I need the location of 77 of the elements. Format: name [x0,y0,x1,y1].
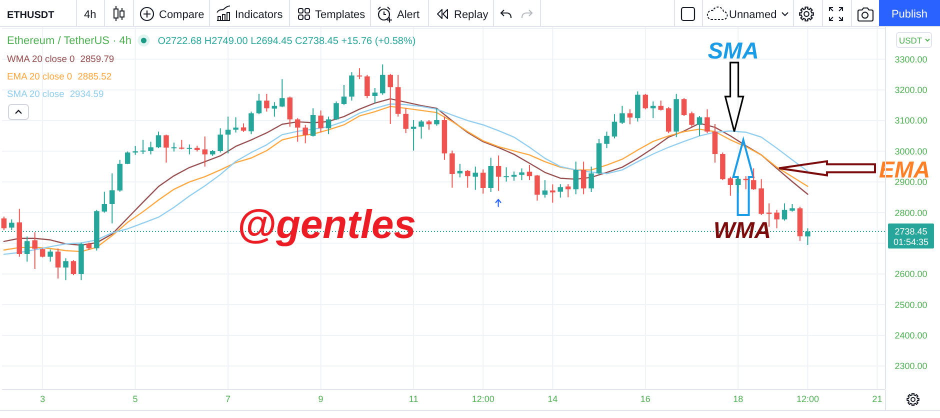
candlestick [280,79,285,108]
annotation: SMA [708,38,759,64]
candlestick [171,142,177,152]
text: USDT [899,35,922,46]
candlestick [658,100,664,110]
text: Alert [397,9,420,21]
x-tick-label: 7 [226,394,231,404]
candlestick [689,112,694,127]
x-tick-label: 14 [548,394,558,404]
text: Unnamed [729,9,777,21]
candlestick [132,146,138,155]
text: Publish [891,8,928,20]
candlestick [248,112,254,134]
candlestick [504,167,509,182]
x-tick-label: 12:00 [472,394,494,404]
candlestick [604,132,610,148]
candlestick [48,249,53,262]
candlestick [202,136,208,167]
annotation: O2722.68 H2749.00 L2694.45 C2738.45 +15.76 (+0.58%) [158,36,416,47]
y-tick-label: 2400.00 [894,330,928,340]
text: Indicators [235,9,284,21]
annotation: 2859.79 [80,53,114,64]
candlestick [465,170,470,188]
y-tick-label: 3200.00 [894,85,928,96]
text: 01:54:35 [893,236,929,247]
candlestick [186,144,192,154]
candlestick [218,128,223,152]
y-tick-label: 2900.00 [894,177,928,188]
x-tick-label: 21 [872,394,882,404]
candlestick [264,94,270,112]
candlestick [140,140,146,154]
x-tick-label: 5 [132,394,138,404]
candlestick [388,74,393,124]
candlestick [63,258,68,280]
annotation: WMA [714,217,772,243]
candlestick [148,142,154,154]
y-tick-label: 3000.00 [894,146,928,156]
candlestick [32,232,38,270]
x-tick-label: 11 [408,394,418,404]
text: Templates [315,9,366,21]
annotation: 2934.59 [70,88,104,99]
candlestick [356,68,362,80]
y-tick-label: 2600.00 [894,269,928,280]
annotation: 2885.52 [78,70,112,82]
annotation: @gentles [237,203,416,247]
candlestick [550,184,556,203]
y-tick-label: 3300.00 [894,54,928,64]
candlestick [410,120,416,151]
text: Compare [159,9,204,21]
text: SMA 20 close [7,88,64,99]
text: ETHUSDT [7,10,54,21]
candlestick [565,184,571,198]
y-tick-label: 2800.00 [894,208,928,218]
candlestick [573,162,578,194]
text: 4h [84,9,96,21]
text: Replay [454,9,489,21]
candlestick [110,173,115,224]
x-tick-label: 9 [318,394,324,404]
text: EMA 20 close 0 [7,70,72,82]
y-tick-label: 2300.00 [894,361,928,372]
y-tick-label: 2500.00 [894,300,928,310]
x-tick-label: 18 [733,394,744,404]
candlestick [302,124,308,144]
candlestick [650,102,656,118]
ref-line-label: 2738.45 [894,226,928,237]
candlestick [519,168,524,180]
x-tick-label: 12:00 [796,394,819,404]
candlestick [380,64,386,95]
text: Ethereum / TetherUS · 4h [7,35,132,47]
x-tick-label: 16 [640,394,650,404]
candlestick [179,140,184,150]
candlestick [790,204,795,212]
candlestick [774,210,780,228]
x-tick-label: 3 [40,394,46,404]
candlestick [233,117,238,133]
y-tick-label: 3100.00 [894,116,928,126]
text: WMA 20 close 0 [7,53,75,64]
